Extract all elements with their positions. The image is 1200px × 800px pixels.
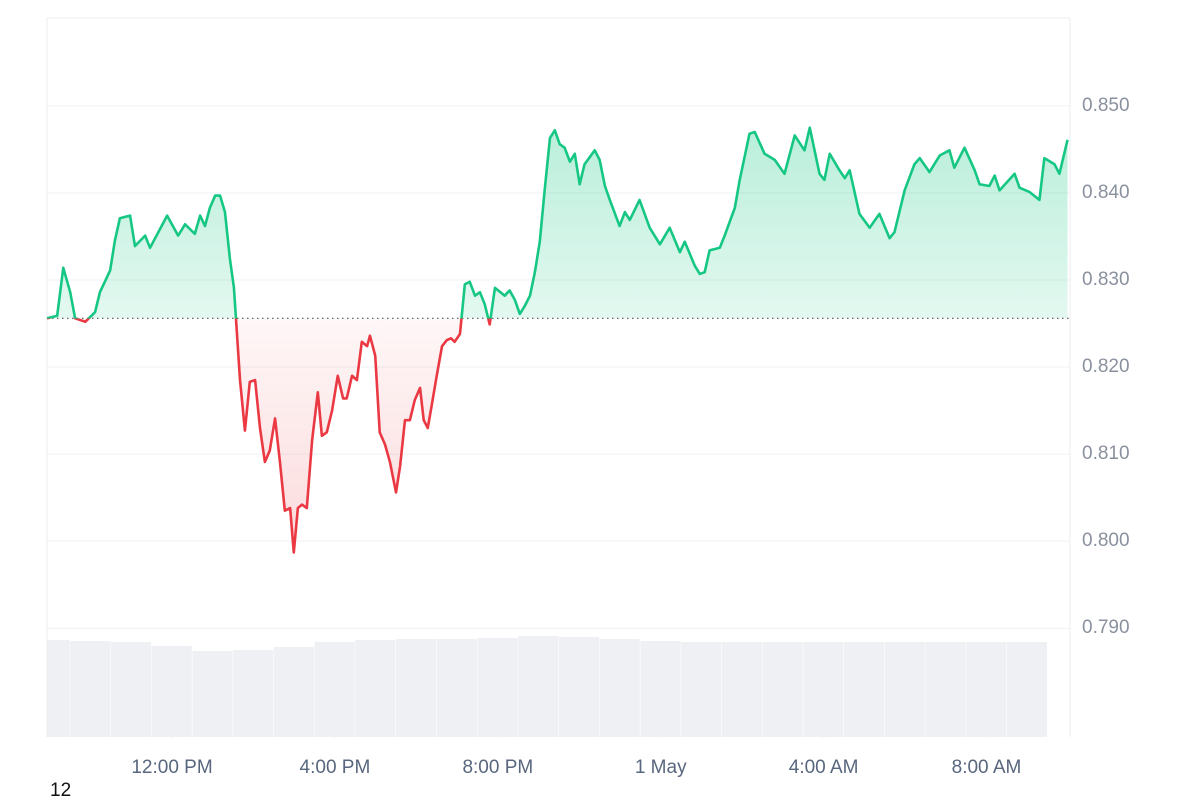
volume-bar (47, 640, 70, 737)
price-area (47, 127, 1068, 553)
y-tick-label: 0.830 (1082, 269, 1130, 290)
volume-bar (762, 642, 803, 737)
volume-bar (843, 642, 885, 737)
x-tick-label: 4:00 AM (789, 757, 859, 778)
volume-bar (599, 639, 640, 737)
x-tick-label: 8:00 AM (952, 757, 1022, 778)
volume-bar (110, 642, 152, 737)
y-tick-label: 0.790 (1082, 617, 1130, 638)
volume-bar (477, 638, 518, 737)
volume-bar (640, 641, 681, 737)
y-tick-label: 0.800 (1082, 530, 1130, 551)
volume-bar (966, 642, 1007, 737)
y-tick-label: 0.840 (1082, 182, 1130, 203)
volume-bar (721, 642, 763, 737)
volume-bar (70, 641, 111, 737)
volume-bar (233, 650, 274, 737)
volume-bar (884, 642, 925, 737)
volume-bar (681, 642, 722, 737)
volume-bar (314, 642, 355, 737)
volume-layer (47, 636, 1048, 737)
volume-bar (518, 636, 559, 737)
y-tick-label: 0.820 (1082, 356, 1130, 377)
volume-bar (396, 639, 437, 737)
x-tick-label: 12:00 PM (131, 757, 212, 778)
volume-bar (558, 637, 600, 737)
y-tick-label: 0.850 (1082, 95, 1130, 116)
volume-bar (925, 642, 966, 737)
volume-bar (1006, 642, 1048, 737)
volume-bar (355, 640, 396, 737)
x-tick-label: 4:00 PM (300, 757, 371, 778)
x-tick-label: 1 May (635, 757, 687, 778)
x-tick-label: 8:00 PM (462, 757, 533, 778)
price-line (46, 126, 1069, 554)
volume-bar (151, 646, 192, 737)
volume-bar (192, 651, 233, 737)
volume-bar (436, 639, 477, 737)
y-tick-label: 0.810 (1082, 443, 1130, 464)
volume-bar (803, 642, 844, 737)
corner-text: 12 (50, 780, 71, 800)
price-layer (46, 126, 1070, 554)
volume-bar (273, 647, 315, 737)
